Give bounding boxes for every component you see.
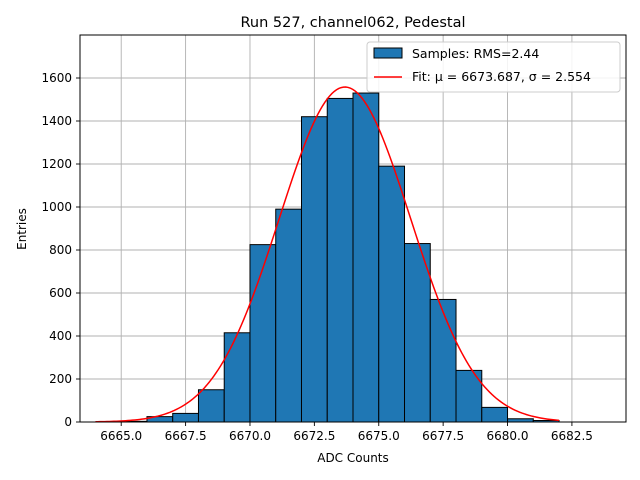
x-axis-title: ADC Counts	[317, 451, 389, 465]
histogram-bar	[275, 208, 302, 423]
fit-curve	[95, 86, 560, 423]
x-tick-label: 6682.5	[551, 429, 593, 443]
legend-swatch-samples	[373, 47, 403, 59]
legend-label-fit: Fit: μ = 6673.687, σ = 2.554	[412, 69, 591, 84]
chart-title: Run 527, channel062, Pedestal	[240, 15, 465, 31]
x-tick-label: 6672.5	[293, 429, 335, 443]
x-axis-ticks: 6665.0 6667.5 6670.0 6672.5 6675.0 6677.5 6680…	[100, 422, 593, 443]
histogram-bar	[326, 97, 354, 423]
legend-box	[366, 41, 621, 93]
x-tick-label: 6665.0	[100, 429, 142, 443]
y-tick-label: 200	[49, 372, 72, 386]
legend-label-samples: Samples: RMS=2.44	[412, 46, 539, 61]
histogram-bar	[352, 92, 380, 423]
histogram-bar	[300, 116, 328, 423]
y-tick-label: 1200	[41, 157, 72, 171]
y-tick-label: 1000	[41, 200, 72, 214]
y-axis-title: Entries	[15, 208, 29, 250]
histogram-bar	[404, 243, 431, 423]
x-tick-label: 6675.0	[358, 429, 400, 443]
x-tick-label: 6677.5	[422, 429, 464, 443]
histogram-bar	[223, 332, 251, 423]
x-tick-label: 6670.0	[229, 429, 271, 443]
y-tick-label: 400	[49, 329, 72, 343]
y-tick-label: 800	[49, 243, 72, 257]
histogram-bar	[249, 244, 277, 423]
histogram-bars	[120, 92, 560, 423]
histogram-bar	[378, 165, 406, 423]
x-tick-label: 6680.0	[487, 429, 529, 443]
y-tick-label: 1600	[41, 71, 72, 85]
histogram-bar	[172, 412, 199, 423]
histogram-bar	[429, 298, 457, 423]
y-tick-label: 0	[64, 415, 72, 429]
plot-frame	[79, 34, 627, 423]
histogram-bar	[197, 389, 225, 423]
x-tick-label: 6667.5	[165, 429, 207, 443]
y-tick-label: 1400	[41, 114, 72, 128]
y-axis-ticks: 0 200 400 600 800 1000 1200 1400 1600	[41, 71, 80, 429]
legend: Samples: RMS=2.44 Fit: μ = 6673.687, σ =…	[366, 41, 621, 93]
histogram-bar	[481, 406, 509, 423]
y-tick-label: 600	[49, 286, 72, 300]
